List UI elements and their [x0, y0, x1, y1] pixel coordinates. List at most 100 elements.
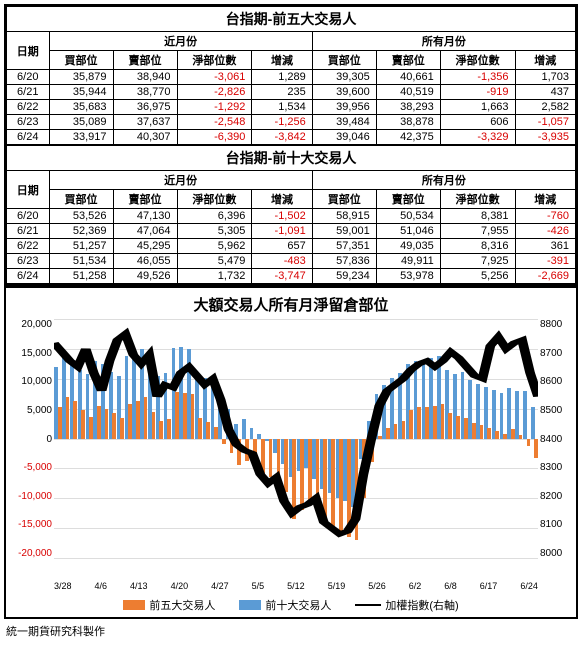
cell-nc: 1,289 [252, 70, 312, 85]
cell-nc: 657 [252, 239, 312, 254]
cell-date: 6/23 [7, 254, 50, 269]
table1-title: 台指期-前五大交易人 [7, 7, 576, 32]
cell-nn: -3,061 [177, 70, 252, 85]
y-axis-left: 20,00015,00010,0005,0000-5,000-10,000-15… [12, 319, 54, 559]
cell-ns: 49,526 [113, 269, 177, 284]
cell-as: 53,978 [376, 269, 440, 284]
table-row: 6/2251,25745,2955,96265757,35149,0358,31… [7, 239, 576, 254]
group-near: 近月份 [49, 32, 312, 51]
plot-area [54, 319, 538, 559]
cell-ab: 57,351 [312, 239, 376, 254]
cell-date: 6/24 [7, 269, 50, 284]
cell-an: 7,955 [440, 224, 515, 239]
cell-ac: 361 [515, 239, 575, 254]
table-row: 6/2351,53446,0555,479-48357,83649,9117,9… [7, 254, 576, 269]
cell-date: 6/22 [7, 100, 50, 115]
table2-title: 台指期-前十大交易人 [7, 146, 576, 171]
cell-nc: 235 [252, 85, 312, 100]
table-top5: 台指期-前五大交易人 日期 近月份 所有月份 買部位賣部位淨部位數增減 買部位賣… [6, 6, 576, 145]
cell-ab: 39,484 [312, 115, 376, 130]
cell-ns: 38,940 [113, 70, 177, 85]
cell-ns: 47,130 [113, 209, 177, 224]
cell-an: -3,329 [440, 130, 515, 145]
table-top10: 台指期-前十大交易人 日期 近月份 所有月份 買部位賣部位淨部位數增減 買部位賣… [6, 145, 576, 284]
cell-ns: 46,055 [113, 254, 177, 269]
cell-nc: -3,842 [252, 130, 312, 145]
cell-ab: 39,046 [312, 130, 376, 145]
cell-ac: 1,703 [515, 70, 575, 85]
legend: 前五大交易人 前十大交易人 加權指數(右軸) [12, 591, 570, 615]
cell-nb: 53,526 [49, 209, 113, 224]
table-row: 6/2433,91740,307-6,390-3,84239,04642,375… [7, 130, 576, 145]
cell-nb: 51,258 [49, 269, 113, 284]
cell-ns: 37,637 [113, 115, 177, 130]
footer-credit: 統一期貨研究科製作 [4, 619, 578, 639]
table1-subhead: 買部位賣部位淨部位數增減 買部位賣部位淨部位數增減 [7, 51, 576, 70]
cell-ac: -426 [515, 224, 575, 239]
cell-ab: 39,600 [312, 85, 376, 100]
table-row: 6/2235,68336,975-1,2921,53439,95638,2931… [7, 100, 576, 115]
cell-nb: 51,257 [49, 239, 113, 254]
cell-as: 50,534 [376, 209, 440, 224]
cell-an: 7,925 [440, 254, 515, 269]
cell-an: -1,356 [440, 70, 515, 85]
table-row: 6/2035,87938,940-3,0611,28939,30540,661-… [7, 70, 576, 85]
cell-nb: 33,917 [49, 130, 113, 145]
x-axis: 3/284/64/134/204/275/55/125/195/266/26/8… [12, 581, 570, 591]
index-line [54, 319, 538, 558]
cell-nn: -1,292 [177, 100, 252, 115]
cell-nn: 1,732 [177, 269, 252, 284]
cell-as: 42,375 [376, 130, 440, 145]
cell-ab: 57,836 [312, 254, 376, 269]
cell-an: 1,663 [440, 100, 515, 115]
cell-ac: -2,669 [515, 269, 575, 284]
cell-nb: 35,089 [49, 115, 113, 130]
cell-as: 38,878 [376, 115, 440, 130]
table-row: 6/2152,36947,0645,305-1,09159,00151,0467… [7, 224, 576, 239]
cell-nb: 51,534 [49, 254, 113, 269]
cell-ab: 58,915 [312, 209, 376, 224]
cell-an: -919 [440, 85, 515, 100]
cell-ac: -3,935 [515, 130, 575, 145]
cell-as: 49,911 [376, 254, 440, 269]
cell-nb: 35,944 [49, 85, 113, 100]
cell-nn: -2,548 [177, 115, 252, 130]
table-row: 6/2451,25849,5261,732-3,74759,23453,9785… [7, 269, 576, 284]
cell-date: 6/22 [7, 239, 50, 254]
chart-area: 20,00015,00010,0005,0000-5,000-10,000-15… [12, 319, 570, 579]
cell-nc: -1,502 [252, 209, 312, 224]
cell-nb: 35,683 [49, 100, 113, 115]
cell-ac: -760 [515, 209, 575, 224]
cell-nc: 1,534 [252, 100, 312, 115]
cell-nn: 5,962 [177, 239, 252, 254]
cell-as: 38,293 [376, 100, 440, 115]
cell-as: 40,661 [376, 70, 440, 85]
cell-an: 5,256 [440, 269, 515, 284]
table-row: 6/2053,52647,1306,396-1,50258,91550,5348… [7, 209, 576, 224]
cell-date: 6/21 [7, 85, 50, 100]
tables-container: 台指期-前五大交易人 日期 近月份 所有月份 買部位賣部位淨部位數增減 買部位賣… [4, 4, 578, 286]
cell-date: 6/24 [7, 130, 50, 145]
cell-nc: -3,747 [252, 269, 312, 284]
cell-nn: 6,396 [177, 209, 252, 224]
legend-top5: 前五大交易人 [123, 597, 215, 613]
cell-as: 51,046 [376, 224, 440, 239]
cell-an: 606 [440, 115, 515, 130]
cell-date: 6/20 [7, 70, 50, 85]
cell-nc: -1,091 [252, 224, 312, 239]
cell-date: 6/21 [7, 224, 50, 239]
cell-an: 8,316 [440, 239, 515, 254]
cell-ns: 38,770 [113, 85, 177, 100]
cell-as: 40,519 [376, 85, 440, 100]
cell-nb: 52,369 [49, 224, 113, 239]
col-date: 日期 [7, 32, 50, 70]
cell-nc: -1,256 [252, 115, 312, 130]
cell-nc: -483 [252, 254, 312, 269]
cell-ns: 36,975 [113, 100, 177, 115]
legend-top10: 前十大交易人 [239, 597, 331, 613]
cell-date: 6/20 [7, 209, 50, 224]
cell-ac: -391 [515, 254, 575, 269]
cell-date: 6/23 [7, 115, 50, 130]
cell-nb: 35,879 [49, 70, 113, 85]
cell-ab: 39,305 [312, 70, 376, 85]
